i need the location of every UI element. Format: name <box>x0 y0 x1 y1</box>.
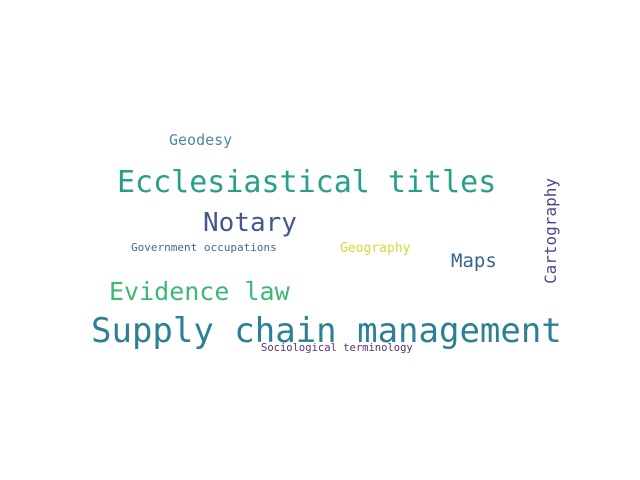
word-government-occupations: Government occupations <box>131 241 277 254</box>
word-geodesy: Geodesy <box>169 131 233 149</box>
word-sociological-terminology: Sociological terminology <box>261 342 413 354</box>
word-cartography: Cartography <box>541 178 560 284</box>
word-notary: Notary <box>203 208 297 238</box>
word-ecclesiastical-titles: Ecclesiastical titles <box>117 165 497 200</box>
word-geography: Geography <box>340 241 411 256</box>
word-maps: Maps <box>451 250 497 272</box>
word-supply-chain-management: Supply chain management <box>91 311 562 351</box>
word-evidence-law: Evidence law <box>109 277 290 306</box>
